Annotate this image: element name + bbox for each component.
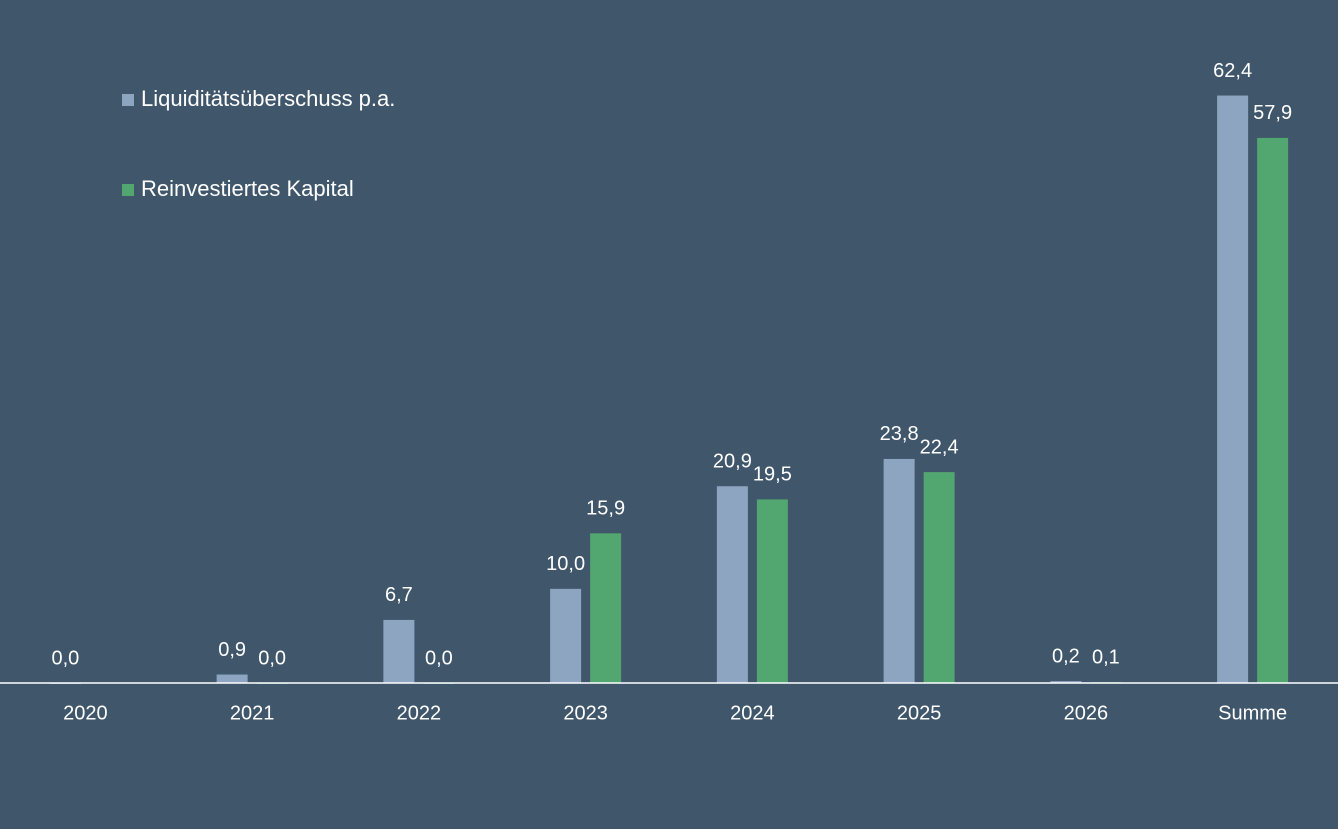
x-tick-label: 2025: [897, 702, 942, 724]
value-label: 57,9: [1253, 102, 1292, 124]
value-label: 0,9: [218, 639, 246, 661]
value-label: 22,4: [920, 436, 959, 458]
value-label: 0,0: [425, 647, 453, 669]
value-label: 15,9: [586, 498, 625, 520]
x-tick-label: 2026: [1064, 702, 1109, 724]
value-label: 0,1: [1092, 646, 1120, 668]
value-label: 10,0: [546, 553, 585, 575]
legend-label: Liquiditätsüberschuss p.a.: [141, 86, 395, 111]
x-tick-label: 2023: [563, 702, 608, 724]
bar: [756, 499, 788, 683]
legend-swatch: [122, 184, 134, 196]
legend-label: Reinvestiertes Kapital: [141, 176, 354, 201]
value-label: 0,0: [258, 647, 286, 669]
value-label: 0,0: [51, 647, 79, 669]
value-label: 20,9: [713, 451, 752, 473]
bar: [383, 619, 415, 683]
legend-swatch: [122, 94, 134, 106]
bar: [550, 588, 582, 683]
value-label: 0,2: [1052, 645, 1080, 667]
bar: [716, 486, 748, 683]
bar: [1217, 95, 1249, 683]
x-tick-label: 2020: [63, 702, 108, 724]
bar: [590, 533, 622, 683]
bar: [1050, 681, 1082, 683]
value-label: 19,5: [753, 464, 792, 486]
bar: [216, 674, 248, 683]
x-tick-label: Summe: [1218, 702, 1287, 724]
x-tick-label: 2021: [230, 702, 275, 724]
x-tick-label: 2022: [397, 702, 442, 724]
bar: [883, 458, 915, 683]
value-label: 6,7: [385, 584, 413, 606]
bar: [1257, 137, 1289, 684]
value-label: 23,8: [880, 423, 919, 445]
bar: [923, 472, 955, 683]
value-label: 62,4: [1213, 60, 1252, 82]
x-tick-label: 2024: [730, 702, 775, 724]
